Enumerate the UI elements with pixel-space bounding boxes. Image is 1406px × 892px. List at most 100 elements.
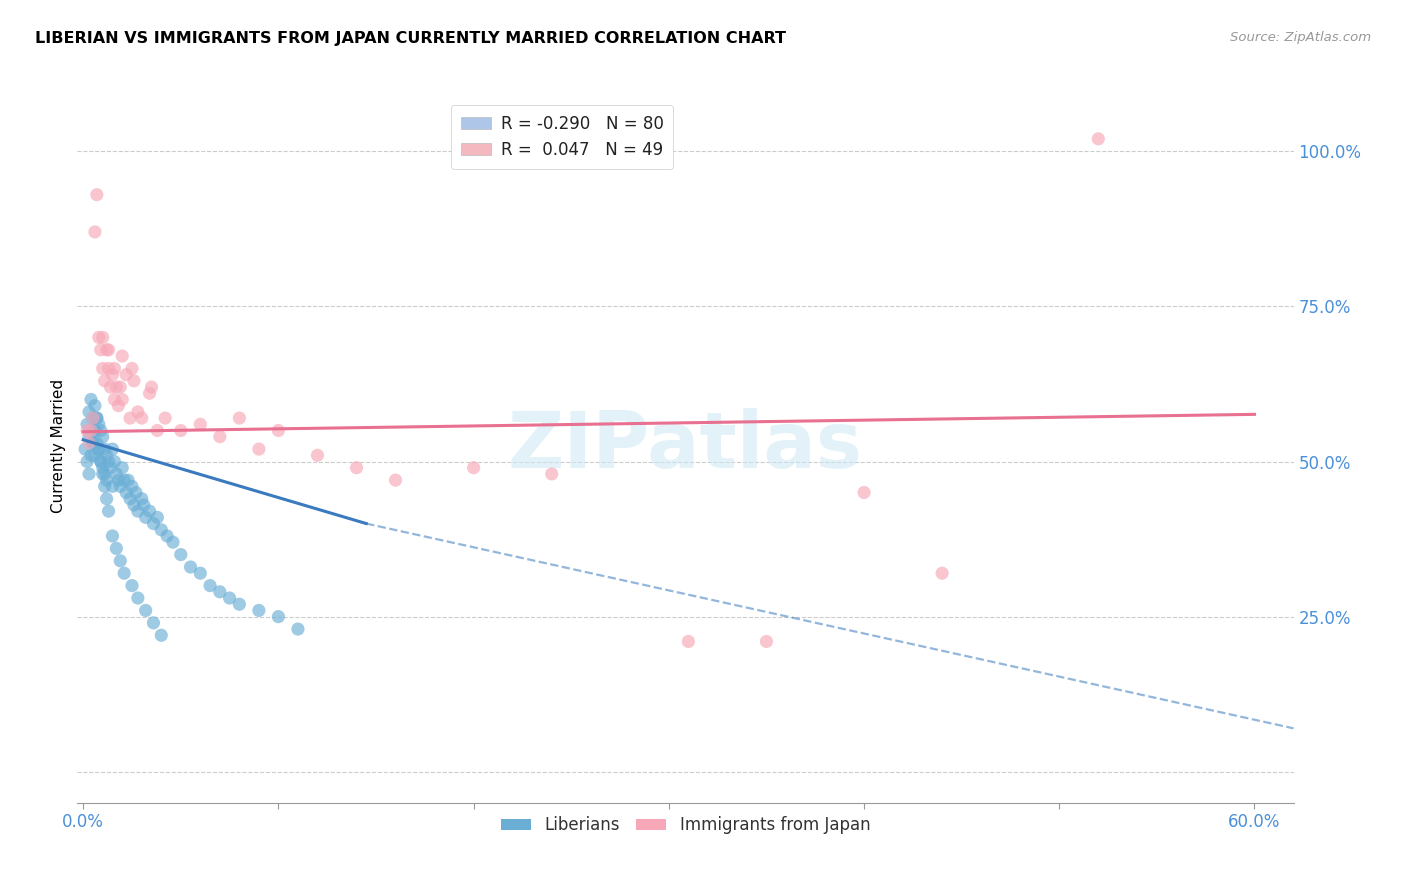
Point (131, 491, 153, 506)
Point (118, 491, 141, 506)
Point (125, 485, 148, 500)
Point (540, 467, 562, 481)
Point (287, 622, 309, 636)
Point (96, 448, 118, 462)
Point (307, 448, 329, 462)
Point (1087, 132, 1109, 146)
Point (138, 504, 160, 518)
Point (93, 467, 115, 481)
Point (111, 460, 134, 475)
Point (142, 516, 165, 531)
Point (101, 529, 124, 543)
Point (135, 510, 157, 524)
Point (127, 504, 149, 518)
Point (463, 460, 485, 475)
Point (90, 343, 112, 357)
Point (93, 442, 115, 456)
Point (132, 498, 155, 512)
Point (188, 566, 211, 581)
Point (103, 392, 125, 407)
Point (97, 343, 120, 357)
Point (111, 349, 134, 363)
Point (170, 548, 193, 562)
Point (101, 479, 124, 493)
Point (76, 454, 98, 468)
Point (122, 374, 145, 388)
Point (77, 467, 100, 481)
Point (87, 417, 110, 432)
Point (86, 187, 108, 202)
Point (91, 361, 114, 376)
Point (228, 411, 250, 425)
Point (142, 615, 165, 630)
Point (82, 411, 104, 425)
Point (86, 436, 108, 450)
Point (112, 473, 135, 487)
Point (90, 424, 112, 438)
Point (122, 498, 145, 512)
Point (83, 424, 105, 438)
Point (80, 448, 103, 462)
Point (97, 504, 120, 518)
Point (121, 579, 143, 593)
Point (100, 380, 122, 394)
Point (90, 454, 112, 468)
Point (75, 442, 97, 456)
Point (228, 597, 250, 611)
Point (82, 411, 104, 425)
Point (121, 479, 143, 493)
Point (110, 554, 132, 568)
Point (105, 541, 128, 556)
Point (96, 343, 118, 357)
Point (678, 634, 700, 648)
Point (103, 454, 125, 468)
Point (150, 523, 173, 537)
Point (150, 628, 173, 642)
Point (105, 467, 128, 481)
Point (247, 442, 270, 456)
Point (112, 566, 135, 581)
Point (91, 430, 114, 444)
Point (100, 460, 122, 475)
Point (101, 368, 124, 382)
Point (208, 584, 231, 599)
Point (86, 411, 108, 425)
Point (153, 411, 176, 425)
Point (118, 411, 141, 425)
Point (76, 417, 98, 432)
Point (105, 380, 128, 394)
Point (80, 424, 103, 438)
Point (115, 368, 138, 382)
Point (80, 424, 103, 438)
Point (208, 430, 231, 444)
Point (91, 330, 114, 344)
Point (96, 491, 118, 506)
Text: ZIPatlas: ZIPatlas (508, 408, 863, 484)
Point (103, 361, 125, 376)
Point (135, 603, 157, 617)
Point (83, 399, 105, 413)
Text: Source: ZipAtlas.com: Source: ZipAtlas.com (1230, 31, 1371, 45)
Point (384, 473, 406, 487)
Point (90, 454, 112, 468)
Point (107, 399, 129, 413)
Point (80, 392, 103, 407)
Point (77, 405, 100, 419)
Point (97, 361, 120, 376)
Point (91, 467, 114, 481)
Y-axis label: Currently Married: Currently Married (51, 379, 66, 513)
Point (267, 609, 290, 624)
Point (117, 473, 139, 487)
Point (83, 225, 105, 239)
Point (111, 392, 134, 407)
Point (188, 417, 211, 432)
Point (146, 510, 169, 524)
Point (82, 436, 104, 450)
Point (131, 411, 153, 425)
Point (107, 473, 129, 487)
Point (86, 411, 108, 425)
Point (931, 566, 953, 581)
Point (77, 430, 100, 444)
Point (346, 460, 368, 475)
Point (853, 485, 876, 500)
